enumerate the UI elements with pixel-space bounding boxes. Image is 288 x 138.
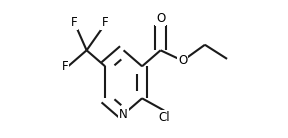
Text: Cl: Cl (158, 111, 170, 124)
Text: F: F (62, 60, 68, 73)
Text: N: N (119, 108, 128, 121)
Text: F: F (101, 16, 108, 29)
Text: O: O (178, 54, 187, 67)
Text: O: O (156, 12, 165, 25)
Text: F: F (71, 16, 77, 29)
